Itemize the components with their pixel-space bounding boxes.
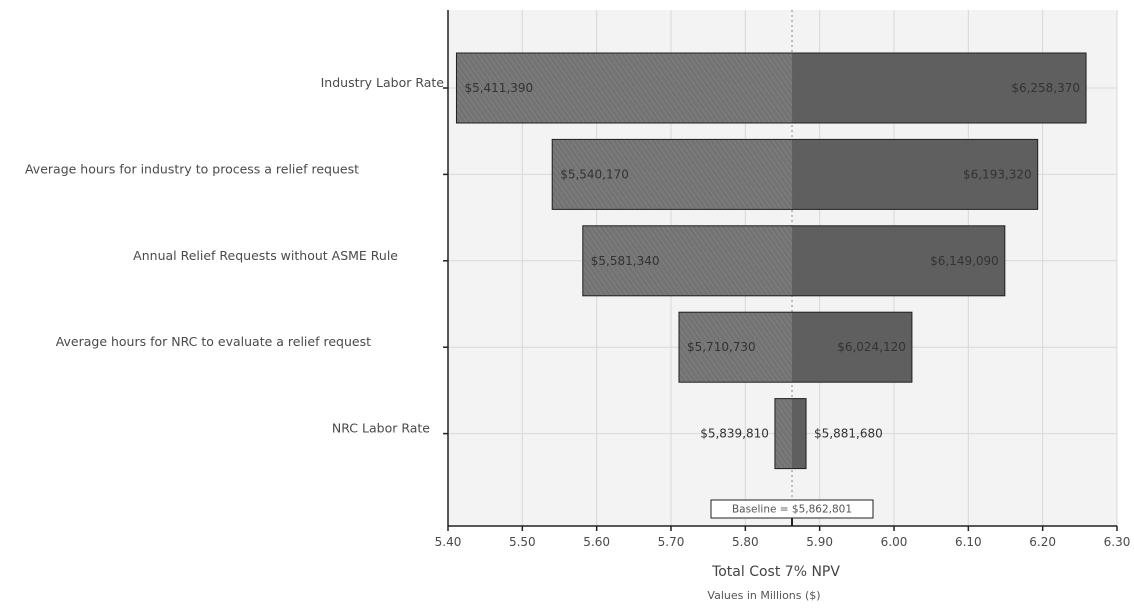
x-tick-label: 5.80 bbox=[732, 535, 759, 549]
bar-high bbox=[792, 53, 1087, 123]
low-value-label: $5,411,390 bbox=[464, 81, 533, 95]
high-value-label: $6,258,370 bbox=[1011, 81, 1080, 95]
high-value-label: $6,193,320 bbox=[963, 167, 1032, 181]
high-value-label: $6,149,090 bbox=[930, 254, 999, 268]
bar-outline bbox=[678, 311, 913, 383]
value-labels-layer: $5,411,390 $6,258,370 $5,540,170 $6,193,320… bbox=[464, 81, 1080, 441]
bar-low bbox=[582, 225, 793, 296]
bar-low bbox=[552, 139, 793, 210]
category-label: Average hours for industry to process a … bbox=[25, 161, 359, 176]
bar-high bbox=[792, 225, 1005, 296]
high-value-label: $6,024,120 bbox=[837, 340, 906, 354]
bar-outline bbox=[551, 138, 1039, 210]
bar-outline bbox=[774, 398, 807, 470]
category-label: Average hours for NRC to evaluate a reli… bbox=[56, 334, 371, 349]
low-value-label: $5,581,340 bbox=[591, 254, 660, 268]
x-tick-label: 6.30 bbox=[1104, 535, 1131, 549]
x-tick-label: 5.60 bbox=[583, 535, 610, 549]
bars-layer bbox=[455, 52, 1087, 470]
x-tick-label: 6.10 bbox=[955, 535, 982, 549]
bar-low bbox=[456, 53, 793, 123]
x-axis-subtitle: Values in Millions ($) bbox=[707, 589, 820, 602]
high-value-label: $5,881,680 bbox=[814, 427, 883, 441]
x-tick-label: 6.00 bbox=[881, 535, 908, 549]
x-tick-label: 5.50 bbox=[509, 535, 536, 549]
category-label: NRC Labor Rate bbox=[332, 421, 430, 436]
x-axis-title: Total Cost 7% NPV bbox=[711, 564, 840, 580]
axes-layer: 5.40 5.50 5.60 5.70 5.80 5.90 6.00 6.10 6.20 6.30 bbox=[435, 10, 1131, 549]
low-value-label: $5,710,730 bbox=[687, 340, 756, 354]
x-tick-label: 5.40 bbox=[435, 535, 462, 549]
x-tick-label: 5.90 bbox=[806, 535, 833, 549]
baseline-label: Baseline = $5,862,801 bbox=[732, 504, 852, 516]
low-value-label: $5,540,170 bbox=[560, 167, 629, 181]
bar-high bbox=[792, 398, 807, 469]
category-label: Industry Labor Rate bbox=[321, 75, 445, 90]
bar-low bbox=[774, 398, 793, 469]
bar-outline bbox=[455, 52, 1087, 124]
bar-outline bbox=[582, 225, 1006, 297]
category-labels-layer: Industry Labor Rate Average hours for ind… bbox=[25, 75, 444, 436]
x-tick-label: 5.70 bbox=[658, 535, 685, 549]
category-label: Annual Relief Requests without ASME Rule bbox=[133, 248, 398, 263]
bar-high bbox=[792, 312, 912, 383]
bar-high bbox=[792, 139, 1038, 210]
bar-low bbox=[678, 312, 793, 383]
low-value-label: $5,839,810 bbox=[700, 427, 769, 441]
x-tick-label: 6.20 bbox=[1029, 535, 1056, 549]
